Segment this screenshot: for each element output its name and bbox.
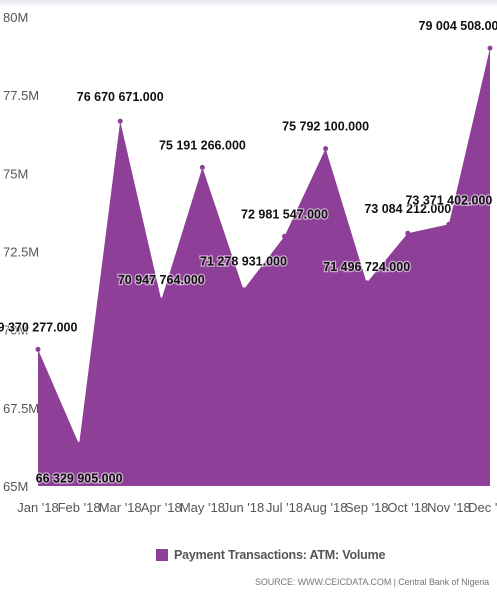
data-point[interactable] — [446, 221, 452, 227]
data-point[interactable] — [405, 230, 411, 236]
y-axis: 65M 67.5M 70M 72.5M 75M 77.5M 80M — [3, 10, 39, 494]
data-label: 72 981 547.000 — [241, 207, 328, 221]
y-tick-label: 80M — [3, 10, 28, 25]
y-tick-label: 75M — [3, 166, 28, 181]
legend-swatch — [156, 549, 168, 561]
x-tick-label: Nov '18 — [427, 500, 471, 515]
data-label: 66 329 905.000 — [36, 471, 123, 485]
data-point[interactable] — [158, 297, 164, 303]
data-point[interactable] — [323, 146, 329, 152]
data-label: 75 191 266.000 — [159, 138, 246, 152]
y-tick-label: 77.5M — [3, 88, 39, 103]
top-band — [0, 0, 497, 8]
data-point[interactable] — [282, 233, 287, 239]
x-tick-label: Aug '18 — [304, 500, 348, 515]
y-tick-label: 70M — [3, 323, 28, 338]
x-tick-label: Sep '18 — [345, 500, 389, 515]
x-tick-label: May '18 — [180, 500, 225, 515]
x-tick-label: Jul '18 — [266, 500, 303, 515]
data-point[interactable] — [241, 287, 246, 293]
data-point[interactable] — [199, 164, 205, 170]
data-label: 79 004 508.000 — [419, 19, 497, 33]
x-tick-label: Mar '18 — [99, 500, 142, 515]
data-label: 71 496 724.000 — [323, 260, 410, 274]
x-tick-label: Jan '18 — [17, 500, 59, 515]
legend-label: Payment Transactions: ATM: Volume — [174, 548, 386, 562]
data-label: 75 792 100.000 — [282, 120, 369, 134]
data-label: 69 370 277.000 — [0, 320, 77, 334]
data-label: 76 670 671.000 — [77, 90, 164, 104]
x-tick-label: Feb '18 — [58, 500, 101, 515]
y-tick-label: 65M — [3, 479, 28, 494]
data-point[interactable] — [117, 118, 123, 124]
plot-area — [35, 45, 493, 486]
source-note: SOURCE: WWW.CEICDATA.COM | Central Bank … — [254, 577, 489, 587]
y-tick-label: 67.5M — [3, 401, 39, 416]
data-point[interactable] — [364, 280, 370, 286]
data-point[interactable] — [35, 346, 41, 352]
y-tick-label: 72.5M — [3, 245, 39, 260]
legend[interactable]: Payment Transactions: ATM: Volume — [156, 548, 385, 562]
data-labels: 69 370 277.000 66 329 905.000 76 670 671.0… — [0, 18, 497, 487]
x-tick-label: Dec '18 — [468, 500, 497, 515]
data-point[interactable] — [76, 441, 82, 447]
data-label: 73 084 212.000 — [364, 202, 451, 216]
data-label: 71 278 931.000 — [200, 255, 287, 269]
series-area — [38, 48, 490, 486]
data-label: 70 947 764.000 — [118, 273, 205, 287]
x-tick-label: Oct '18 — [387, 500, 428, 515]
data-label: 73 371 402.000 — [405, 193, 492, 207]
x-tick-label: Apr '18 — [141, 500, 182, 515]
x-tick-label: Jun '18 — [223, 500, 265, 515]
data-point[interactable] — [487, 45, 493, 51]
